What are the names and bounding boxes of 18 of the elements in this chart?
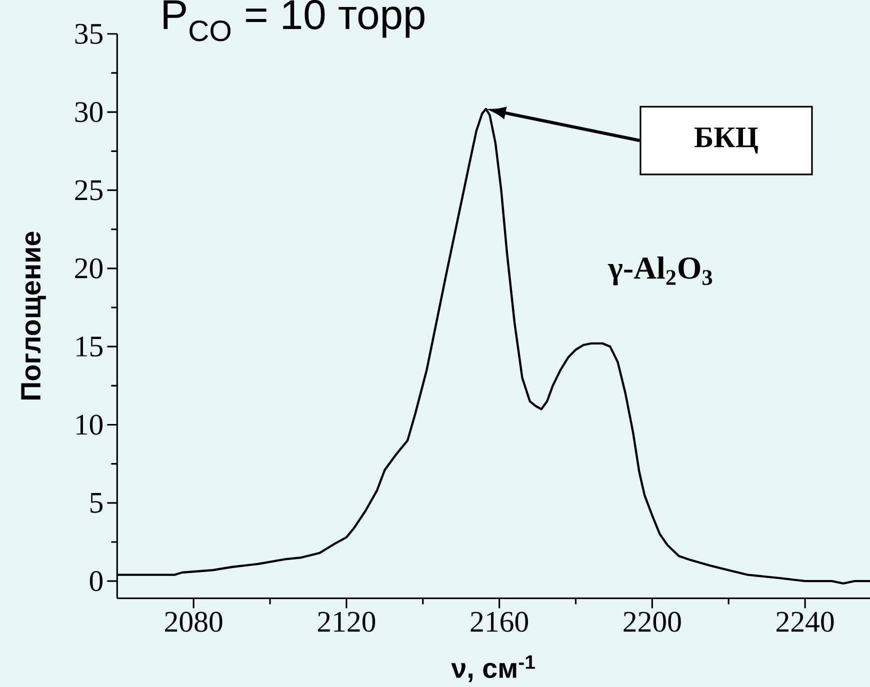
chart-title: P$_{CO}$ = 10 торр (164, 0, 424, 42)
y-tick-label: 5 (90, 492, 103, 513)
x-tick-label: 2160 (470, 612, 528, 632)
y-tick-label: 25 (75, 180, 103, 200)
y-tick-label: 15 (76, 336, 103, 357)
annotation: БКЦ (694, 128, 758, 154)
x-axis-title: ν, см$^{-1}$ (451, 655, 535, 682)
y-axis-title: Поглощение (21, 232, 46, 400)
y-tick-label: 10 (76, 414, 103, 435)
x-tick-label: 2200 (624, 612, 681, 632)
x-tick-label: 2120 (318, 612, 376, 632)
y-tick-label: 0 (90, 571, 103, 592)
x-tick-label: 2240 (776, 612, 834, 632)
y-tick-label: 20 (75, 258, 103, 278)
y-tick-label: 35 (75, 24, 103, 44)
annotation: γ-Al$_{2}$O$_{3}$ (608, 256, 712, 286)
y-tick-label: 30 (75, 102, 103, 122)
x-tick-label: 2080 (165, 612, 222, 632)
